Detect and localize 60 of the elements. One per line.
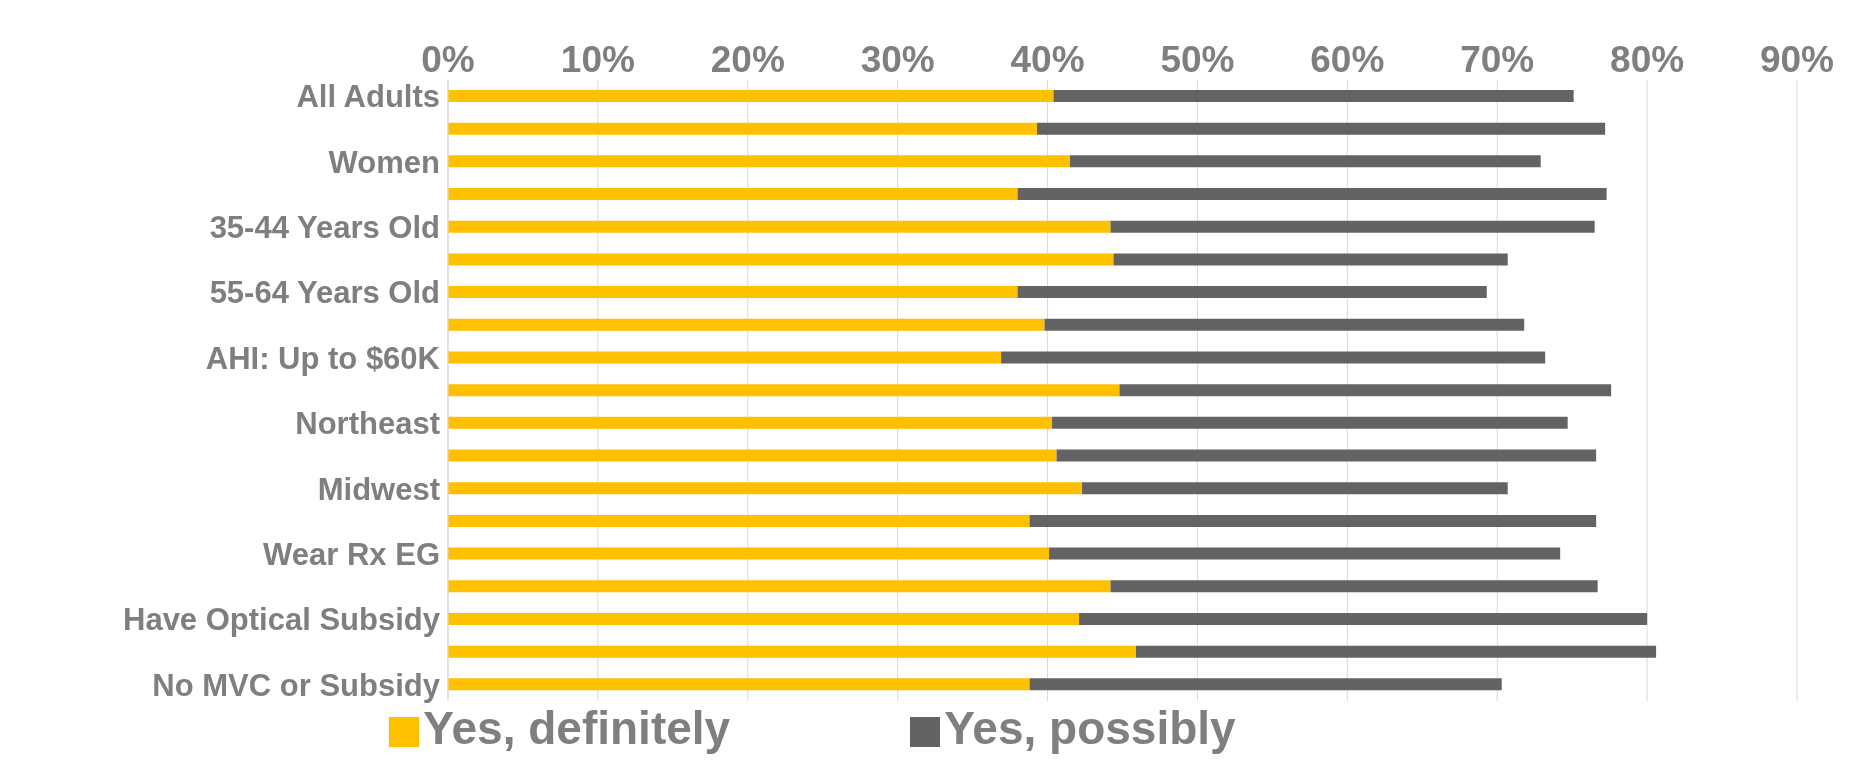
bar	[1049, 547, 1561, 560]
bar	[448, 286, 1018, 299]
bar	[448, 416, 1053, 429]
bar	[448, 155, 1071, 168]
bar	[448, 90, 1054, 102]
bar	[448, 678, 1030, 691]
bar	[448, 580, 1111, 593]
bar	[448, 384, 1120, 397]
x-tick-label: 80%	[1610, 39, 1685, 80]
bar	[1029, 678, 1502, 691]
bar	[1082, 482, 1508, 495]
x-tick-label: 40%	[1010, 39, 1085, 80]
bar	[1079, 612, 1648, 625]
y-tick-label: All Adults	[296, 79, 440, 115]
bar	[448, 220, 1111, 233]
y-tick-label: 35-44 Years Old	[209, 210, 440, 246]
y-tick-label: No MVC or Subsidy	[152, 667, 441, 703]
y-tick-label: Wear Rx EG	[263, 536, 440, 572]
bar	[448, 449, 1057, 462]
bar	[1056, 449, 1597, 462]
bar	[448, 351, 1002, 364]
x-tick-label: 60%	[1310, 39, 1385, 80]
bar	[448, 188, 1018, 201]
bar	[1052, 416, 1568, 429]
bar	[1070, 155, 1541, 168]
y-tick-label: Northeast	[295, 406, 440, 442]
bar	[1017, 286, 1487, 299]
bar	[448, 514, 1030, 527]
bar	[1037, 122, 1606, 135]
bar	[448, 253, 1114, 266]
y-tick-label: Women	[328, 144, 440, 180]
y-tick-label: AHI: Up to $60K	[205, 340, 441, 376]
x-tick-label: 90%	[1759, 39, 1835, 80]
bar	[1110, 220, 1595, 233]
bar	[1135, 645, 1657, 658]
x-tick-label: 0%	[421, 39, 475, 80]
bar	[1053, 90, 1574, 102]
bar	[1001, 351, 1546, 364]
bar	[1113, 253, 1508, 266]
x-tick-label: 20%	[710, 39, 785, 80]
bar	[1119, 384, 1612, 397]
bar	[448, 547, 1050, 560]
bar	[448, 482, 1083, 495]
x-tick-label: 30%	[860, 39, 935, 80]
y-tick-label: 55-64 Years Old	[209, 275, 440, 311]
y-tick-label: Have Optical Subsidy	[123, 602, 441, 638]
bar	[448, 612, 1080, 625]
bar	[1110, 580, 1598, 593]
bar	[1017, 188, 1607, 201]
bar	[448, 318, 1045, 331]
y-tick-label: Midwest	[317, 471, 440, 507]
legend-label: Yes, possibly	[944, 702, 1236, 754]
bar	[448, 645, 1136, 658]
bar	[1029, 514, 1597, 527]
x-tick-label: 50%	[1160, 39, 1235, 80]
x-tick-label: 70%	[1460, 39, 1535, 80]
bar	[448, 122, 1038, 135]
x-tick-label: 10%	[560, 39, 635, 80]
bar	[1044, 318, 1525, 331]
legend-label: Yes, definitely	[423, 702, 731, 754]
